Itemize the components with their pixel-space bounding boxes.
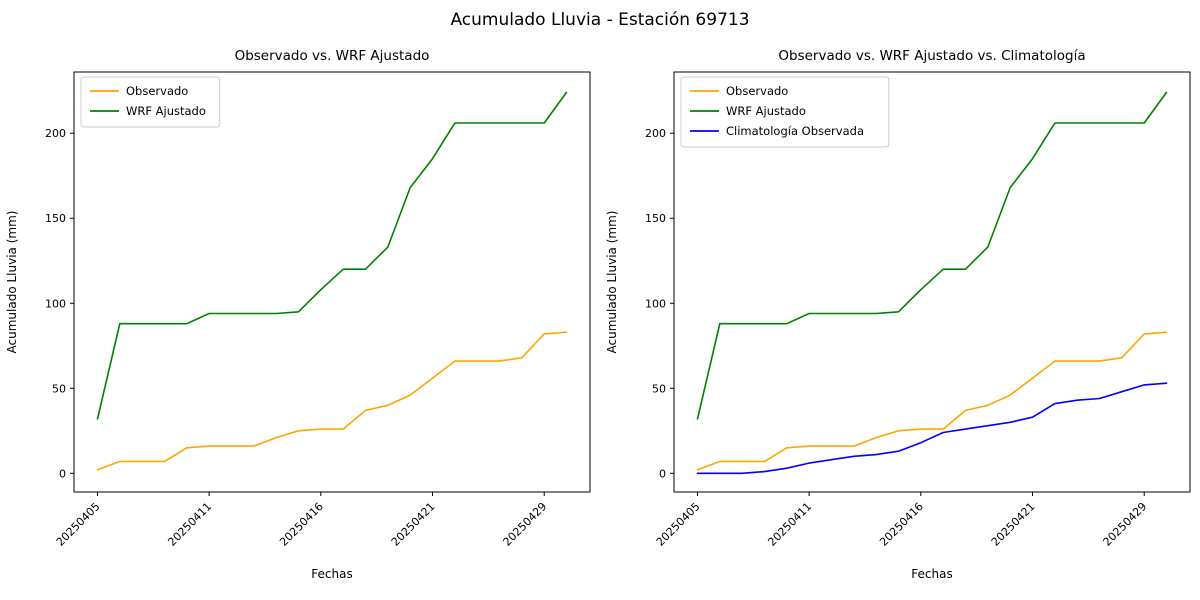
y-tick-label: 150 — [45, 212, 66, 225]
legend-label-climatologi-a-observada: Climatología Observada — [726, 124, 864, 138]
y-tick-label: 0 — [659, 467, 666, 480]
subplot-title: Observado vs. WRF Ajustado vs. Climatolo… — [778, 48, 1085, 64]
series-line-climatologi-a-observada — [696, 382, 1168, 475]
series-line-wrf-ajustado — [696, 91, 1168, 420]
y-axis-label: Acumulado Lluvia (mm) — [605, 211, 619, 354]
x-axis-label: Fechas — [911, 567, 952, 581]
legend-box — [680, 76, 890, 148]
subplot-title: Observado vs. WRF Ajustado — [235, 48, 430, 64]
y-tick-label: 150 — [645, 212, 666, 225]
y-tick-label: 50 — [52, 382, 66, 395]
axes-frame — [73, 71, 591, 493]
y-tick-label: 200 — [645, 127, 666, 140]
y-tick-label: 0 — [59, 467, 66, 480]
legend-label-observado: Observado — [726, 84, 788, 98]
legend-label-wrf-ajustado: WRF Ajustado — [726, 104, 806, 118]
chart-background — [0, 38, 600, 598]
figure-title: Acumulado Lluvia - Estación 69713 — [450, 10, 750, 30]
axes-frame — [673, 71, 1191, 493]
y-tick-label: 200 — [45, 127, 66, 140]
y-tick-label: 100 — [45, 297, 66, 310]
series-line-observado — [696, 331, 1168, 471]
legend-box — [80, 76, 221, 128]
legend-label-observado: Observado — [126, 84, 188, 98]
series-line-observado — [96, 331, 568, 471]
x-axis-label: Fechas — [311, 567, 352, 581]
y-tick-label: 100 — [645, 297, 666, 310]
legend-label-wrf-ajustado: WRF Ajustado — [126, 104, 206, 118]
y-axis-label: Acumulado Lluvia (mm) — [5, 211, 19, 354]
y-tick-label: 50 — [652, 382, 666, 395]
series-line-wrf-ajustado — [96, 91, 568, 420]
